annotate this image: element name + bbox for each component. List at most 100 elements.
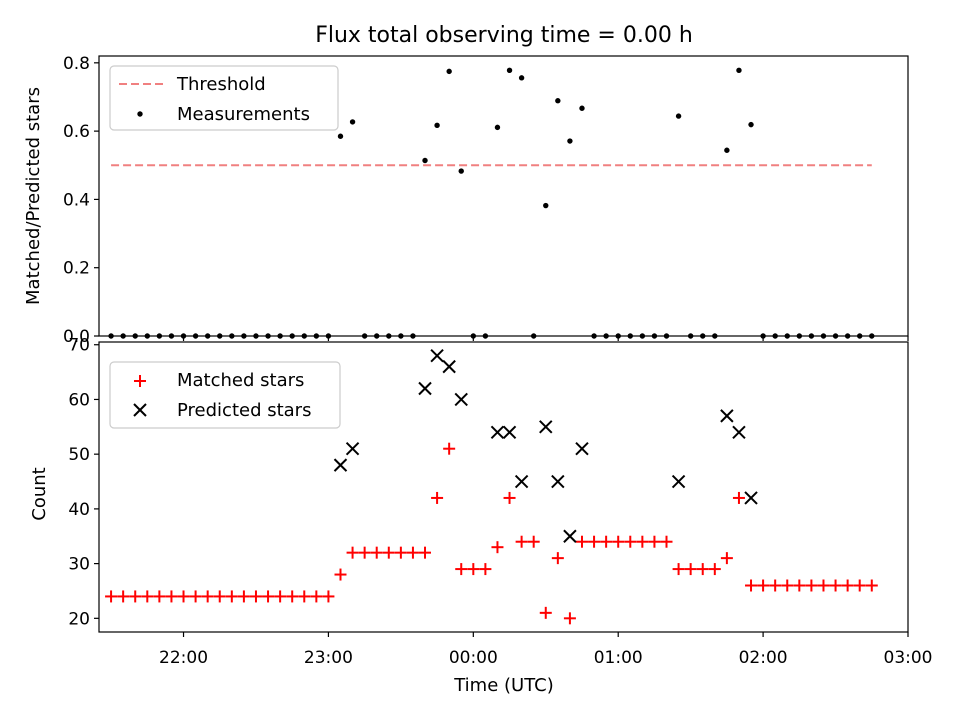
count-x-ticks: 22:00 23:00 00:00 01:00 02:00 03:00: [159, 632, 933, 668]
matched-star-point: [479, 563, 492, 576]
matched-star-point: [527, 535, 540, 548]
count-x-tick-label: 22:00: [159, 648, 208, 668]
matched-star-point: [829, 579, 842, 592]
matched-star-point: [274, 590, 287, 603]
measurement-point: [494, 124, 501, 131]
predicted-star-point: [442, 359, 456, 374]
measurement-point: [567, 138, 573, 144]
matched-star-point: [153, 590, 166, 603]
matched-star-point: [117, 590, 130, 603]
measurement-point: [458, 168, 464, 174]
matched-star-point: [310, 590, 323, 603]
matched-star-point: [817, 579, 830, 592]
matched-star-point: [588, 535, 601, 548]
matched-star-point: [841, 579, 854, 592]
predicted-star-point: [454, 392, 468, 407]
count-axes-frame: [98, 341, 909, 633]
measurement-point: [543, 202, 549, 209]
matched-star-point: [600, 535, 613, 548]
measurement-point: [555, 98, 561, 104]
matched-star-point: [382, 546, 395, 559]
matched-star-point: [370, 546, 383, 559]
matched-star-point: [696, 563, 709, 576]
matched-star-point: [177, 590, 190, 603]
ratio-legend-box: [109, 65, 339, 131]
matched-star-point: [189, 590, 202, 603]
measurement-point: [748, 121, 754, 128]
matched-star-point: [575, 535, 588, 548]
ratio-legend: Threshold Measurements: [109, 65, 339, 131]
count-y-tick-label: 70: [68, 336, 90, 356]
count-legend-box: [109, 361, 341, 429]
predicted-star-point: [744, 491, 758, 505]
matched-star-point: [781, 579, 794, 592]
predicted-star-point: [430, 348, 444, 363]
ratio-y-tick-label: 0.6: [63, 122, 90, 142]
count-x-tick-label: 02:00: [739, 648, 788, 668]
count-legend: Matched stars Predicted stars: [109, 361, 341, 429]
matched-star-point: [636, 535, 649, 548]
predicted-star-point: [732, 425, 746, 439]
ratio-y-tick-label: 0.8: [63, 54, 90, 74]
predicted-star-point: [575, 441, 589, 456]
matched-star-point: [648, 535, 661, 548]
matched-star-point: [249, 590, 262, 603]
matched-star-point: [105, 590, 118, 603]
measurement-point: [446, 68, 452, 75]
matched-star-point: [853, 579, 866, 592]
count-y-tick-label: 30: [68, 555, 90, 575]
predicted-star-point: [345, 441, 360, 456]
matched-star-point: [455, 563, 468, 576]
predicted-legend-label: Predicted stars: [177, 400, 311, 421]
matched-star-point: [298, 590, 311, 603]
ratio-y-tick-label: 0.4: [63, 190, 90, 210]
measurement-point: [675, 113, 682, 119]
matched-star-point: [769, 579, 782, 592]
x-axis-label: Time (UTC): [453, 675, 554, 696]
measurement-point: [579, 105, 585, 111]
ratio-y-ticks: 0.0 0.2 0.4 0.6 0.8: [63, 54, 99, 347]
count-x-tick-label: 03:00: [884, 648, 933, 668]
matched-star-point: [672, 563, 685, 576]
matched-legend-label: Matched stars: [177, 370, 304, 391]
measurement-point: [518, 75, 525, 81]
measurement-point: [434, 122, 440, 129]
matched-star-point: [732, 491, 745, 504]
ratio-panel: 0.00.20.40.60.8 Matched/Predicted stars …: [23, 54, 909, 347]
predicted-star-point: [490, 425, 505, 439]
measurement-point: [724, 147, 730, 153]
matched-star-point: [503, 491, 516, 504]
count-x-tick-label: 00:00: [449, 648, 498, 668]
matched-star-point: [443, 442, 456, 455]
predicted-star-point: [551, 474, 565, 489]
count-y-tick-label: 50: [68, 445, 90, 465]
predicted-star-point: [418, 381, 432, 396]
predicted-star-point: [514, 474, 529, 489]
ratio-y-tick-label: 0.2: [63, 259, 90, 279]
matched-star-point: [551, 552, 564, 565]
matched-star-point: [793, 579, 806, 592]
matched-star-point: [322, 590, 335, 603]
predicted-star-point: [502, 425, 517, 439]
matched-star-point: [684, 563, 697, 576]
count-y-ticks: 20 30 40 50 60 70: [68, 336, 99, 629]
matched-star-point: [467, 563, 480, 576]
predicted-star-point: [333, 458, 348, 472]
matched-star-point: [757, 579, 770, 592]
measurement-point: [337, 133, 344, 139]
matched-star-point: [720, 552, 733, 565]
measurement-point: [736, 67, 742, 74]
count-y-tick-label: 60: [68, 390, 90, 410]
matched-star-point: [406, 546, 419, 559]
predicted-star-point: [563, 529, 577, 543]
matched-star-point: [660, 535, 673, 548]
top-chart-title: Flux total observing time = 0.00 h: [315, 23, 693, 48]
matched-star-point: [262, 590, 275, 603]
matched-star-point: [515, 535, 528, 548]
matched-star-point: [708, 563, 721, 576]
matched-star-point: [431, 491, 444, 504]
ratio-x-ticks: [182, 336, 909, 341]
matched-star-point: [346, 546, 359, 559]
predicted-stars-layer: [333, 348, 758, 543]
